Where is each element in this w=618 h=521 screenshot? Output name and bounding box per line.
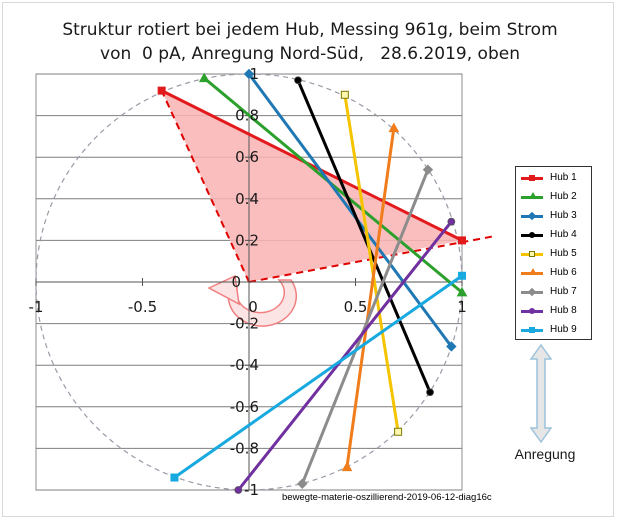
legend-item: Hub 9 bbox=[516, 321, 591, 340]
series-line bbox=[345, 126, 396, 469]
legend-label: Hub 7 bbox=[550, 286, 577, 297]
x-tick-label: -0.5 bbox=[128, 298, 157, 316]
x-tick-label: 0.5 bbox=[344, 298, 368, 316]
chart-title-line-1: Struktur rotiert bei jedem Hub, Messing … bbox=[62, 20, 558, 40]
anregung-label: Anregung bbox=[514, 446, 576, 462]
data-point bbox=[340, 90, 349, 99]
legend-label: Hub 4 bbox=[550, 229, 577, 240]
footnote: bewegte-materie-oszillierend-2019-06-12-… bbox=[282, 492, 492, 503]
data-point bbox=[446, 341, 457, 352]
data-point bbox=[458, 236, 466, 245]
legend-item: Hub 8 bbox=[516, 302, 591, 321]
legend-label: Hub 2 bbox=[550, 191, 577, 202]
data-point bbox=[294, 76, 302, 85]
legend-item: Hub 2 bbox=[516, 188, 591, 207]
y-tick-label: -0.4 bbox=[230, 356, 259, 374]
legend-label: Hub 5 bbox=[550, 248, 577, 259]
data-point bbox=[458, 271, 466, 280]
legend-item: Hub 7 bbox=[516, 283, 591, 302]
legend-marker bbox=[529, 268, 537, 275]
y-tick-label: 0 bbox=[231, 273, 241, 291]
legend-item: Hub 1 bbox=[516, 169, 591, 188]
data-point bbox=[388, 122, 400, 133]
legend-item: Hub 3 bbox=[516, 207, 591, 226]
x-tick-label: 1 bbox=[457, 298, 467, 316]
legend-item: Hub 4 bbox=[516, 226, 591, 245]
data-point bbox=[234, 486, 243, 494]
y-tick-label: 0.6 bbox=[235, 148, 259, 166]
chart-frame bbox=[2, 2, 614, 517]
legend-label: Hub 8 bbox=[550, 305, 577, 316]
legend-marker bbox=[529, 308, 535, 314]
y-tick-label: -0.2 bbox=[230, 315, 259, 333]
y-tick-label: 1 bbox=[249, 65, 259, 83]
series-line bbox=[296, 78, 432, 394]
series-7 bbox=[297, 164, 434, 489]
data-point bbox=[157, 86, 166, 95]
y-tick-label: 0.8 bbox=[235, 107, 259, 125]
y-tick-label: -1 bbox=[244, 481, 259, 499]
excitation-arrow bbox=[529, 343, 553, 444]
axes bbox=[35, 73, 463, 491]
legend-marker bbox=[529, 175, 535, 181]
x-tick-label: -1 bbox=[29, 298, 44, 316]
series-6 bbox=[341, 122, 400, 472]
series-group bbox=[157, 68, 468, 494]
data-point bbox=[170, 473, 179, 482]
y-tick-label: 0.4 bbox=[235, 190, 259, 208]
data-point bbox=[297, 478, 308, 489]
legend-marker bbox=[527, 287, 537, 297]
series-4 bbox=[294, 76, 434, 397]
series-line bbox=[247, 72, 453, 348]
data-point bbox=[198, 72, 210, 83]
x-tick-label: 0 bbox=[248, 298, 258, 316]
data-point bbox=[456, 286, 468, 297]
data-point bbox=[447, 217, 456, 226]
y-tick-label: 0.2 bbox=[235, 231, 259, 249]
data-point bbox=[341, 461, 353, 472]
data-point bbox=[422, 164, 434, 175]
series-5 bbox=[340, 90, 403, 436]
series-3 bbox=[243, 68, 457, 352]
series-8 bbox=[234, 217, 456, 494]
tick-labels: -1 -0.5 0 0.5 1-1-0.8-0.6-0.4-0.200.20.40.60… bbox=[29, 65, 467, 499]
series-line bbox=[172, 274, 464, 480]
legend-label: Hub 6 bbox=[550, 267, 577, 278]
legend-label: Hub 9 bbox=[550, 324, 577, 335]
series-9 bbox=[170, 271, 466, 482]
legend-label: Hub 1 bbox=[550, 172, 577, 183]
legend: Hub 1 Hub 2 Hub 3 Hub 4 Hub 5 Hub 6 Hub 7 Hub 8… bbox=[515, 166, 592, 340]
y-tick-label: -0.6 bbox=[230, 398, 259, 416]
series-1 bbox=[157, 86, 466, 245]
data-point bbox=[243, 68, 255, 80]
legend-label: Hub 3 bbox=[550, 210, 577, 221]
series-line bbox=[300, 168, 430, 486]
chart-title-line-2: von 0 pA, Anregung Nord-Süd, 28.6.2019, … bbox=[100, 44, 520, 64]
legend-marker bbox=[529, 192, 537, 199]
y-tick-label: -0.8 bbox=[230, 439, 259, 457]
series-line bbox=[343, 93, 400, 434]
legend-marker bbox=[529, 232, 535, 238]
legend-item: Hub 6 bbox=[516, 264, 591, 283]
data-point bbox=[394, 427, 403, 436]
legend-item: Hub 5 bbox=[516, 245, 591, 264]
series-line bbox=[236, 220, 453, 492]
legend-marker bbox=[529, 327, 535, 333]
legend-marker bbox=[527, 211, 537, 221]
data-point bbox=[426, 388, 434, 397]
series-line bbox=[160, 89, 464, 242]
triangle-fill bbox=[161, 90, 463, 282]
legend-marker bbox=[529, 251, 535, 257]
excitation-double-arrow bbox=[529, 343, 553, 444]
